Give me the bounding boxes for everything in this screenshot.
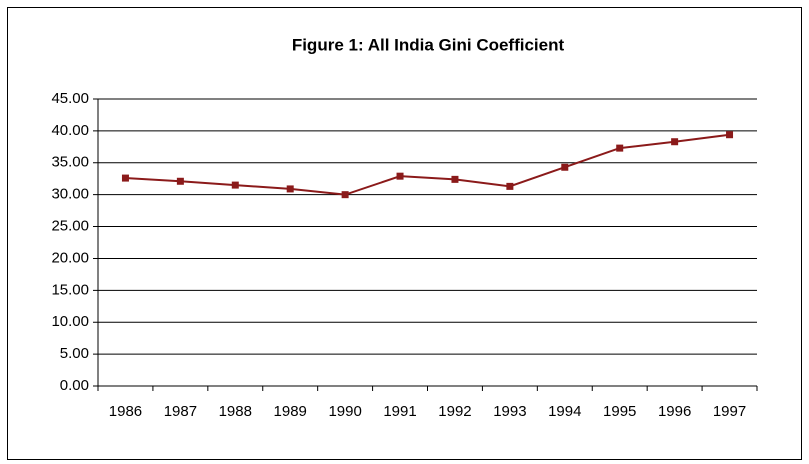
point-marker — [616, 144, 624, 152]
y-tick-label: 0.00 — [60, 377, 89, 394]
point-marker — [231, 181, 239, 189]
x-tick-label: 1991 — [383, 403, 416, 420]
y-tick-label: 15.00 — [51, 281, 89, 298]
chart-title: Figure 1: All India Gini Coefficient — [292, 35, 565, 54]
x-tick-label: 1986 — [109, 403, 142, 420]
y-tick-label: 20.00 — [51, 249, 89, 266]
x-tick-label: 1996 — [658, 403, 691, 420]
point-marker — [561, 163, 569, 171]
y-tick-label: 45.00 — [51, 90, 89, 107]
x-tick-label: 1987 — [164, 403, 197, 420]
point-marker — [286, 185, 294, 193]
point-marker — [341, 191, 349, 199]
point-marker — [121, 174, 129, 182]
x-tick-label: 1989 — [274, 403, 307, 420]
y-tick-label: 30.00 — [51, 186, 89, 203]
x-tick-label: 1994 — [548, 403, 581, 420]
point-marker — [671, 138, 679, 146]
point-marker — [396, 172, 404, 180]
point-marker — [506, 182, 514, 190]
y-tick-label: 35.00 — [51, 154, 89, 171]
point-marker — [451, 175, 459, 183]
y-tick-label: 5.00 — [60, 345, 89, 362]
y-tick-label: 10.00 — [51, 313, 89, 330]
point-marker — [726, 131, 734, 139]
x-tick-label: 1992 — [438, 403, 471, 420]
x-tick-label: 1995 — [603, 403, 636, 420]
chart-border — [7, 7, 802, 460]
y-tick-label: 25.00 — [51, 218, 89, 235]
x-tick-label: 1993 — [493, 403, 526, 420]
line — [125, 133, 730, 196]
x-tick-label: 1988 — [219, 403, 252, 420]
y-tick-label: 40.00 — [51, 122, 89, 139]
x-tick-label: 1997 — [713, 403, 746, 420]
x-tick-label: 1990 — [328, 403, 361, 420]
point-marker — [176, 177, 184, 185]
